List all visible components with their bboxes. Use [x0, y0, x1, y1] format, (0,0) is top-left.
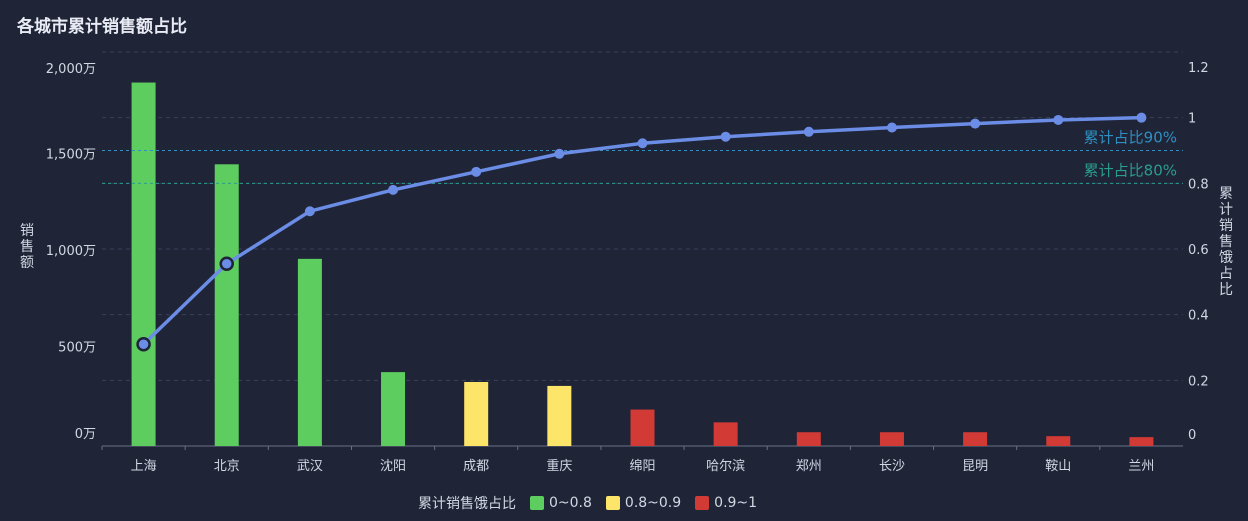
cumulative-line: [142, 115, 1142, 346]
bar-9: [879, 432, 904, 446]
x-tick-label-3: 沈阳: [380, 459, 406, 474]
x-tick-label-6: 绵阳: [629, 459, 655, 474]
line-point-8: [803, 126, 814, 137]
legend-swatch-yellow: [605, 496, 620, 510]
y-right-axis-title: 累计销售饿占比: [1219, 186, 1233, 298]
y-right-tick-label: 1.2: [1188, 61, 1209, 76]
bar-3: [381, 372, 406, 446]
x-tick-label-5: 重庆: [546, 458, 572, 474]
bar-5: [547, 385, 572, 446]
x-tick-label-4: 成都: [463, 459, 489, 474]
legend: 累计销售饿占比 0~0.8 0.8~0.9 0.9~1: [418, 493, 757, 513]
y-left-tick-label: 1,000万: [46, 244, 96, 259]
legend-item-yellow[interactable]: 0.8~0.9: [605, 495, 682, 511]
legend-swatch-red: [695, 496, 710, 510]
legend-label-green: 0~0.8: [549, 495, 592, 511]
x-tick-label-1: 北京: [214, 459, 240, 474]
line-point-11: [1053, 114, 1064, 125]
y-right-tick-label: 0.6: [1188, 243, 1209, 258]
x-tick-label-0: 上海: [131, 459, 157, 474]
legend-swatch-green: [530, 496, 544, 510]
bar-10: [963, 432, 988, 446]
legend-title: 累计销售饿占比: [418, 496, 516, 512]
x-tick-label-2: 武汉: [297, 459, 323, 474]
y-right-tick-label: 0.4: [1188, 309, 1209, 324]
y-left-tick-label: 0万: [75, 427, 96, 442]
bar-2: [297, 258, 322, 446]
y-left-axis-title: 销售额: [20, 223, 34, 271]
bar-7: [713, 422, 738, 446]
legend-label-yellow: 0.8~0.9: [624, 495, 682, 511]
x-tick-label-12: 兰州: [1128, 459, 1154, 474]
bar-1: [214, 164, 239, 447]
bar-4: [464, 381, 489, 446]
line-point-12: [1136, 112, 1147, 123]
line-point-3: [388, 184, 399, 195]
line-point-1: [219, 256, 234, 272]
y-right-tick-label: 0.2: [1188, 374, 1209, 389]
line-point-0: [136, 336, 151, 352]
legend-label-red: 0.9~1: [714, 495, 758, 511]
x-tick-label-10: 昆明: [962, 459, 988, 474]
bar-6: [630, 409, 655, 446]
reference-line-label-1: 累计占比80%: [1084, 161, 1177, 179]
x-tick-label-7: 哈尔滨: [706, 458, 745, 474]
chart-title: 各城市累计销售额占比: [17, 17, 187, 37]
reference-line-label-0: 累计占比90%: [1084, 129, 1177, 147]
line-point-4: [471, 166, 482, 177]
bar-0: [131, 82, 156, 446]
line-point-5: [554, 148, 565, 159]
legend-item-green[interactable]: 0~0.8: [530, 495, 592, 511]
bar-11: [1046, 436, 1071, 446]
x-tick-label-8: 郑州: [796, 459, 822, 474]
y-right-tick-label: 1: [1188, 112, 1196, 127]
line-point-7: [720, 131, 731, 142]
bar-8: [796, 432, 821, 446]
y-left-tick-label: 2,000万: [46, 62, 96, 77]
line-point-10: [970, 118, 981, 129]
line-point-6: [637, 138, 648, 149]
bar-12: [1129, 437, 1154, 446]
y-left-tick-label: 1,500万: [46, 148, 96, 163]
line-point-2: [304, 206, 315, 217]
y-right-tick-label: 0: [1188, 428, 1196, 443]
y-left-tick-label: 500万: [58, 341, 96, 356]
legend-item-red[interactable]: 0.9~1: [695, 495, 757, 511]
x-tick-label-11: 鞍山: [1045, 458, 1071, 474]
line-point-9: [886, 122, 897, 133]
x-tick-label-9: 长沙: [879, 459, 905, 474]
y-right-tick-label: 0.8: [1188, 177, 1209, 192]
